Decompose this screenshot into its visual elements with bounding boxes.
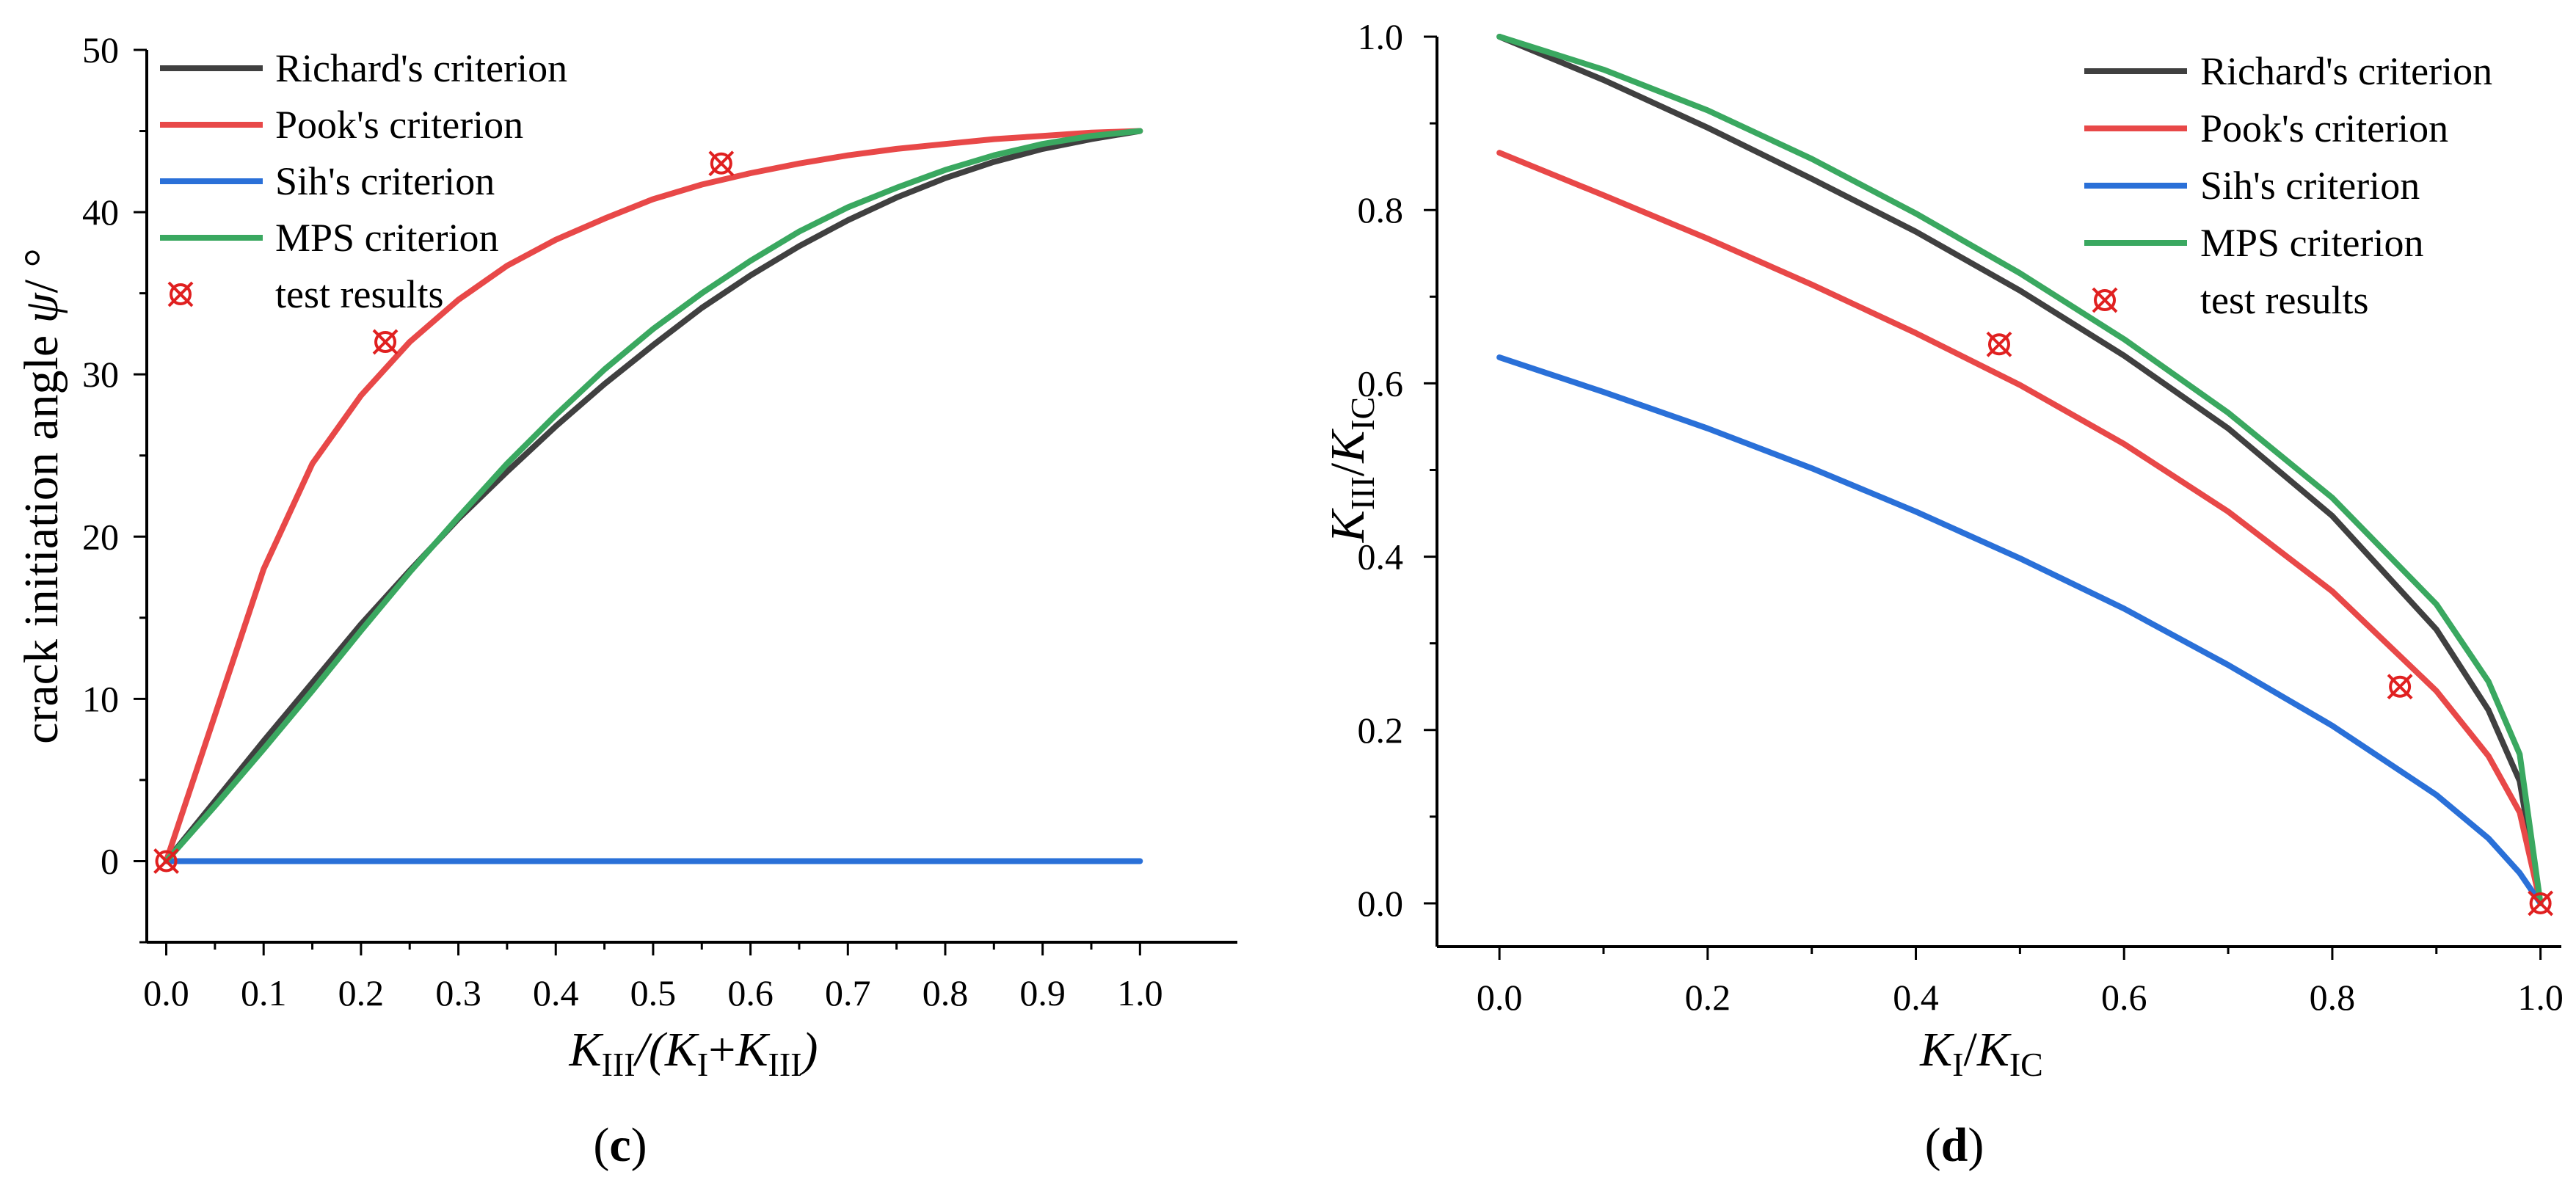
series-line-pook-s-criterion-d [1496,150,2544,906]
legend-label-richard-s-criterion: Richard's criterion [275,46,567,90]
legend-d: Richard's criterion Pook's criterion Sih's… [2084,49,2492,322]
legend-marker-test-results [2092,287,2118,313]
legend-label-pook-s-criterion: Pook's criterion [2200,106,2448,150]
y-tick-label-c: 0 [101,840,119,881]
x-tick-label-d: 0.2 [1685,977,1731,1018]
test-point-cross-b [2528,890,2554,917]
x-tick-label-c: 1.0 [1117,972,1163,1013]
y-tick-label-d: 0.0 [1358,883,1404,924]
legend-marker-cross-b [2092,287,2118,313]
test-point-cross-b [2387,674,2413,700]
legend-label-sih-s-criterion: Sih's criterion [2200,164,2420,208]
x-tick-label-c: 0.5 [630,972,677,1013]
x-tick-label-d: 1.0 [2517,977,2564,1018]
series-line-pook-s-criterion-c [163,128,1143,864]
y-axis-title-c: crack initiation angle ψ/ ° [15,248,68,744]
axis-ticks-c [134,48,1141,955]
series-line-mps-criterion-d [1496,34,2544,906]
axis-ticks-d [1424,35,2542,960]
x-tick-label-d: 0.0 [1477,977,1523,1018]
legend-label-test-results: test results [2200,278,2368,322]
test-point-cross-b [372,329,399,355]
x-tick-label-d: 0.8 [2310,977,2356,1018]
test-point-circle [2389,675,2412,698]
y-tick-label-c: 50 [82,29,119,70]
chart-panel-d: 0.0 0.2 0.4 0.6 0.8 1.0 0.0 0.2 0.4 0.6 0.8 1.0 Ric… [1321,16,2564,1172]
legend-marker-circle [170,283,192,305]
x-tick-label-c: 0.1 [241,972,287,1013]
test-point-circle [710,152,732,175]
chart-panel-c: 0.0 0.1 0.2 0.3 0.4 0.5 0.6 0.7 0.8 0.9 1.0 0 10 20 30… [15,29,1237,1172]
y-tick-label-d: 0.4 [1358,536,1404,578]
x-tick-label-c: 0.3 [435,972,481,1013]
test-result-point-d [1986,331,2012,357]
x-tick-label-d: 0.4 [1893,977,1939,1018]
test-point-circle [2529,892,2552,914]
series-line-richard-s-criterion-d [1496,34,2544,906]
legend-label-pook-s-criterion: Pook's criterion [275,103,523,147]
legend-label-richard-s-criterion: Richard's criterion [2200,49,2492,93]
test-point-cross-b [1986,331,2012,357]
legend-label-test-results: test results [275,272,443,316]
y-tick-label-c: 40 [82,192,119,233]
test-point-cross-b [708,150,735,177]
y-axis-title-d: KIII/KIC [1321,397,1381,543]
tick-labels-c: 0.0 0.1 0.2 0.3 0.4 0.5 0.6 0.7 0.8 0.9 1.0 0 10 20 30… [82,29,1163,1013]
y-tick-label-c: 20 [82,516,119,557]
y-tick-label-c: 30 [82,354,119,395]
tick-labels-d: 0.0 0.2 0.4 0.6 0.8 1.0 0.0 0.2 0.4 0.6 0.8 1.0 [1358,16,2564,1018]
y-tick-label-d: 0.2 [1358,710,1404,751]
legend-label-mps-criterion: MPS criterion [2200,221,2424,265]
panel-label-d: (d) [1925,1118,1984,1172]
x-tick-label-c: 0.8 [923,972,969,1013]
y-tick-label-d: 0.8 [1358,189,1404,230]
y-tick-label-d: 1.0 [1358,16,1404,57]
x-axis-title-d: KI/KIC [1919,1023,2043,1083]
x-axis-title-c: KIII/(KI+KIII) [569,1023,818,1083]
legend-label-sih-s-criterion: Sih's criterion [275,159,495,203]
legend-c: Richard's criterion Pook's criterion Sih's… [160,46,567,316]
test-result-point-c [372,329,399,355]
legend-marker-test-results [167,281,194,307]
x-tick-label-c: 0.6 [727,972,774,1013]
test-point-cross-b [153,848,179,874]
test-result-point-c [708,150,735,177]
legend-label-mps-criterion: MPS criterion [275,216,499,260]
legend-marker-cross-b [167,281,194,307]
x-tick-label-c: 0.4 [533,972,579,1013]
test-point-circle [374,330,397,353]
series-line-sih-s-criterion-d [1496,354,2544,906]
test-result-point-d [2528,890,2554,917]
series-line-richard-s-criterion-c [163,128,1143,864]
x-tick-label-c: 0.0 [143,972,189,1013]
plot-area-c [153,128,1143,874]
legend-marker-circle [2094,289,2116,311]
x-tick-label-c: 0.2 [338,972,385,1013]
test-point-circle [155,850,178,873]
test-result-point-c [153,848,179,874]
panel-label-c: (c) [593,1118,647,1172]
x-tick-label-d: 0.6 [2101,977,2147,1018]
test-point-circle [1988,333,2010,356]
y-tick-label-d: 0.6 [1358,363,1404,404]
series-line-mps-criterion-c [163,128,1143,864]
test-result-point-d [2387,674,2413,700]
plot-area-d [1496,34,2554,917]
x-tick-label-c: 0.7 [825,972,871,1013]
x-tick-label-c: 0.9 [1019,972,1066,1013]
y-tick-label-c: 10 [82,678,119,719]
